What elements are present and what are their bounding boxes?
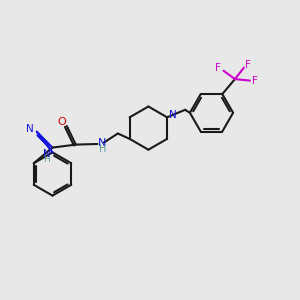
Text: H: H [99, 144, 106, 154]
Text: N: N [43, 149, 50, 159]
Text: F: F [215, 63, 221, 73]
Text: N: N [26, 124, 34, 134]
Text: N: N [169, 110, 176, 120]
Text: F: F [252, 76, 258, 85]
Text: N: N [98, 137, 107, 148]
Text: O: O [57, 117, 66, 128]
Text: H: H [43, 154, 50, 164]
Text: F: F [245, 60, 251, 70]
